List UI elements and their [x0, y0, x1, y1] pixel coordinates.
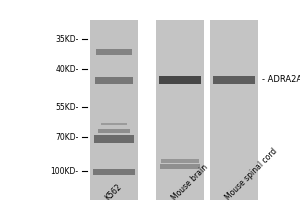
- Text: 100KD-: 100KD-: [50, 166, 79, 176]
- Text: 55KD-: 55KD-: [55, 102, 79, 112]
- Bar: [213, 76, 255, 84]
- Bar: [161, 159, 199, 163]
- Bar: [95, 76, 133, 84]
- Text: Mouse spinal cord: Mouse spinal cord: [224, 147, 279, 200]
- Bar: [156, 20, 204, 200]
- Bar: [94, 135, 134, 143]
- Bar: [98, 129, 130, 133]
- Bar: [90, 20, 138, 200]
- Bar: [160, 163, 200, 168]
- Bar: [93, 169, 135, 175]
- Bar: [159, 76, 201, 84]
- Text: 70KD-: 70KD-: [55, 133, 79, 142]
- Text: 35KD-: 35KD-: [55, 34, 79, 44]
- Text: Mouse brain: Mouse brain: [169, 162, 209, 200]
- Bar: [210, 20, 258, 200]
- Text: K562: K562: [103, 182, 124, 200]
- Bar: [96, 49, 132, 55]
- Bar: [101, 123, 127, 125]
- Text: 40KD-: 40KD-: [55, 64, 79, 73]
- Text: - ADRA2A: - ADRA2A: [262, 75, 300, 84]
